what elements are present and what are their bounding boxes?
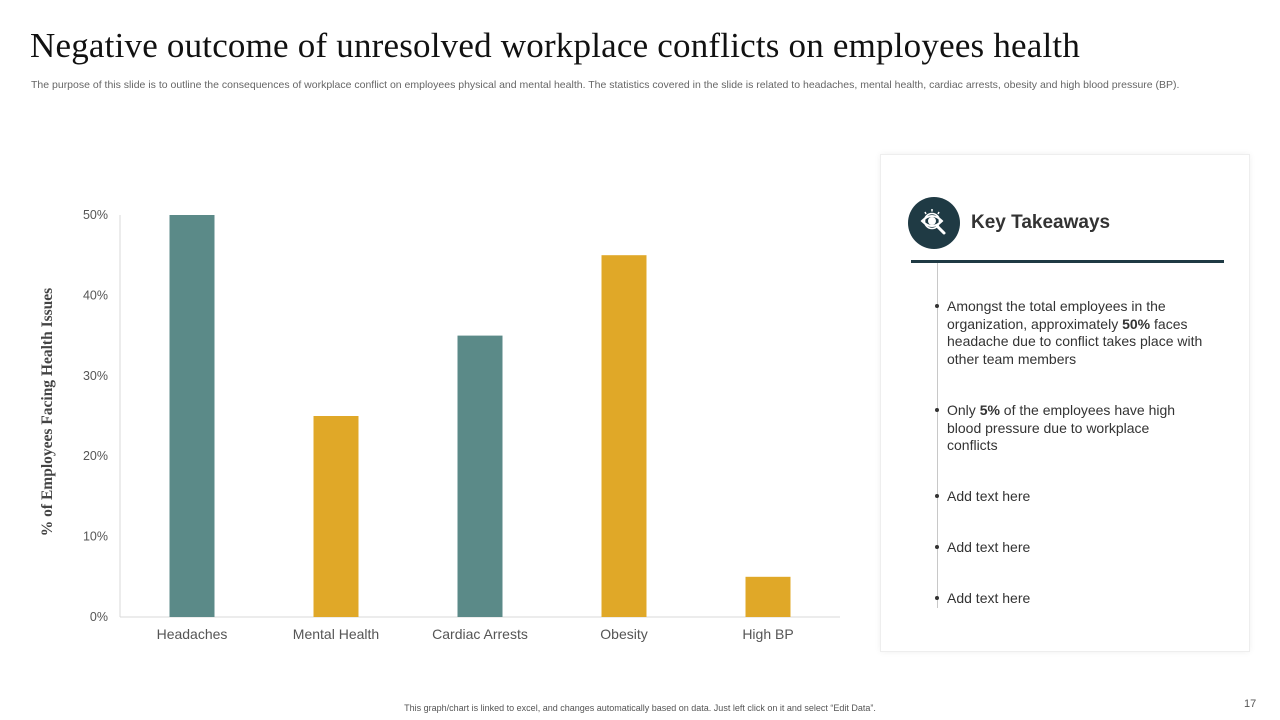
bar-headaches xyxy=(169,215,215,617)
y-tick-label: 10% xyxy=(83,530,108,544)
x-category-label: Mental Health xyxy=(293,626,379,642)
takeaway-item: Add text here xyxy=(935,590,1217,608)
takeaway-item: Add text here xyxy=(935,539,1217,557)
footer-note: This graph/chart is linked to excel, and… xyxy=(404,703,876,713)
bar-chart-svg: % of Employees Facing Health Issues 0% 10… xyxy=(39,208,840,642)
key-takeaways-panel: Key Takeaways Amongst the total employee… xyxy=(880,154,1250,652)
bar-mental-health xyxy=(313,416,359,617)
x-category-label: Cardiac Arrests xyxy=(432,626,528,642)
eye-magnifier-icon xyxy=(908,197,960,249)
takeaway-item: Amongst the total employees in the organ… xyxy=(935,298,1217,368)
y-tick-label: 30% xyxy=(83,369,108,383)
bar-cardiac-arrests xyxy=(457,335,503,617)
takeaways-title: Key Takeaways xyxy=(971,212,1111,233)
x-category-label: High BP xyxy=(742,626,793,642)
takeaway-item: Add text here xyxy=(935,488,1217,506)
x-category-label: Obesity xyxy=(600,626,647,642)
y-axis-label: % of Employees Facing Health Issues xyxy=(39,288,56,536)
y-tick-label: 50% xyxy=(83,208,108,222)
bar-high-bp xyxy=(745,576,791,617)
bar-chart: % of Employees Facing Health Issues 0% 10… xyxy=(0,180,860,660)
takeaways-divider xyxy=(911,260,1224,263)
bar-obesity xyxy=(601,255,647,617)
takeaway-item: Only 5% of the employees have high blood… xyxy=(935,402,1176,453)
page-number: 17 xyxy=(1244,698,1257,710)
slide-subtitle: The purpose of this slide is to outline … xyxy=(31,79,1180,91)
y-tick-label: 40% xyxy=(83,288,108,302)
slide-title: Negative outcome of unresolved workplace… xyxy=(30,26,1081,65)
takeaways-timeline-line xyxy=(937,263,938,608)
y-tick-label: 20% xyxy=(83,449,108,463)
y-tick-label: 0% xyxy=(90,610,108,624)
x-category-label: Headaches xyxy=(157,626,228,642)
